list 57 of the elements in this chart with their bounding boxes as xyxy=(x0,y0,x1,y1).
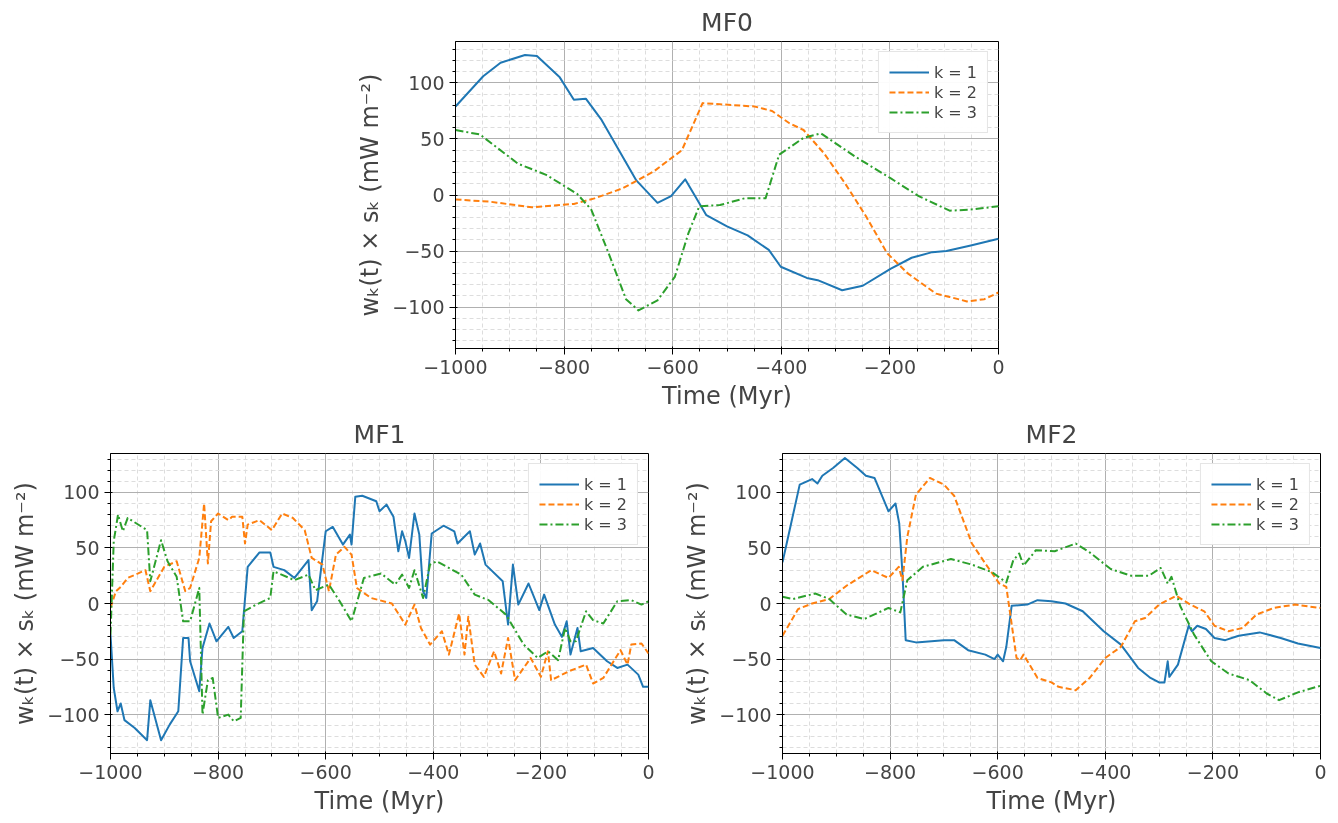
legend-label: k = 1 xyxy=(933,62,977,82)
y-tick-label: 0 xyxy=(87,592,100,615)
legend-label: k = 3 xyxy=(933,102,977,122)
chart-title: MF2 xyxy=(1025,419,1078,449)
legend-label: k = 2 xyxy=(933,82,977,102)
y-tick-label: 100 xyxy=(63,481,100,504)
line-series xyxy=(110,513,649,723)
x-tick-label: 0 xyxy=(642,760,655,783)
line-series xyxy=(110,494,649,742)
x-tick-label: −1000 xyxy=(750,760,815,783)
legend-label: k = 2 xyxy=(583,494,627,514)
x-axis-title: Time (Myr) xyxy=(661,381,792,410)
x-tick-label: −400 xyxy=(1079,760,1132,783)
x-tick-label: −800 xyxy=(538,355,591,378)
legend-label: k = 1 xyxy=(583,474,627,494)
y-tick-label: −100 xyxy=(47,703,100,726)
legend-label: k = 1 xyxy=(1255,474,1299,494)
line-series xyxy=(455,129,999,312)
x-axis-title: Time (Myr) xyxy=(985,786,1117,815)
y-tick-label: −50 xyxy=(59,648,100,671)
y-axis-title: wₖ(t) × sₖ (mW m⁻²) xyxy=(356,73,385,317)
x-tick-label: −200 xyxy=(514,760,567,783)
x-tick-label: −600 xyxy=(646,355,699,378)
y-tick-label: 100 xyxy=(408,71,445,94)
chart-title: MF0 xyxy=(701,7,753,37)
y-axis-title: wₖ(t) × sₖ (mW m⁻²) xyxy=(683,482,712,725)
legend-label: k = 3 xyxy=(1255,514,1299,534)
legend-label: k = 3 xyxy=(583,514,627,534)
y-tick-label: 0 xyxy=(759,592,772,615)
x-tick-label: −800 xyxy=(192,760,245,783)
chart-title: MF1 xyxy=(353,419,406,449)
x-tick-label: 0 xyxy=(992,355,1005,378)
x-tick-label: 0 xyxy=(1314,760,1327,783)
y-tick-label: 50 xyxy=(747,536,772,559)
y-tick-label: 50 xyxy=(75,536,100,559)
y-tick-label: 0 xyxy=(432,184,445,206)
x-tick-label: −1000 xyxy=(78,760,143,783)
x-tick-label: −200 xyxy=(863,355,916,378)
line-series xyxy=(782,542,1321,702)
y-tick-label: −50 xyxy=(404,240,445,263)
y-tick-label: 100 xyxy=(735,481,772,504)
y-tick-label: −50 xyxy=(731,648,772,671)
x-tick-label: −200 xyxy=(1186,760,1239,783)
y-tick-label: −100 xyxy=(392,296,445,319)
x-tick-label: −600 xyxy=(299,760,352,783)
x-axis-title: Time (Myr) xyxy=(313,786,445,815)
x-tick-label: −400 xyxy=(407,760,460,783)
x-tick-label: −600 xyxy=(971,760,1024,783)
line-series xyxy=(455,102,999,303)
y-tick-label: 50 xyxy=(420,127,445,150)
x-tick-label: −1000 xyxy=(423,355,488,378)
line-series xyxy=(455,53,999,292)
x-tick-label: −400 xyxy=(755,355,808,378)
y-tick-label: −100 xyxy=(719,703,772,726)
x-tick-label: −800 xyxy=(864,760,917,783)
y-axis-title: wₖ(t) × sₖ (mW m⁻²) xyxy=(11,482,40,725)
legend-label: k = 2 xyxy=(1255,494,1299,514)
